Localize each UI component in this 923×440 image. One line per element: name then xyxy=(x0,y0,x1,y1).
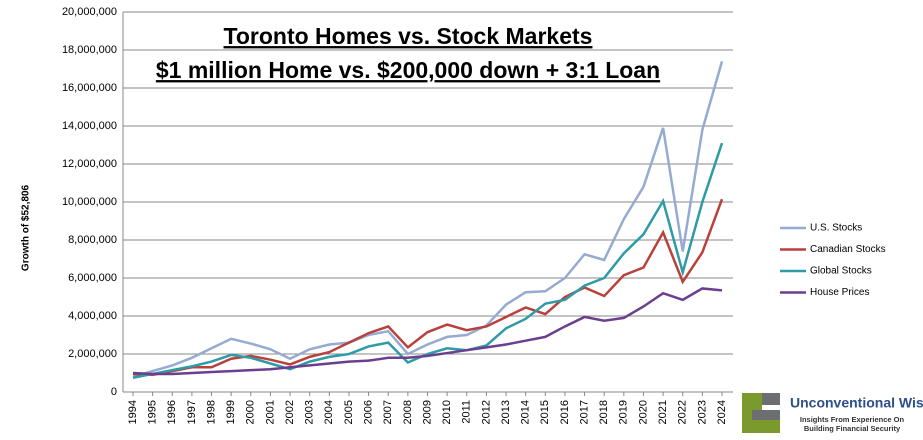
y-tick-label: 4,000,000 xyxy=(68,310,117,322)
y-tick-label: 8,000,000 xyxy=(68,234,117,246)
y-tick-label: 20,000,000 xyxy=(62,6,117,18)
x-tick-label: 2021 xyxy=(657,400,669,424)
logo-name: Unconventional Wisdom xyxy=(790,395,923,411)
x-tick-label: 2004 xyxy=(323,400,335,424)
line-series xyxy=(132,198,724,377)
x-tick-label: 1995 xyxy=(147,400,159,424)
x-tick-label: 2007 xyxy=(382,400,394,424)
y-tick-label: 10,000,000 xyxy=(62,196,117,208)
y-tick-label: 12,000,000 xyxy=(62,158,117,170)
y-tick-label: 2,000,000 xyxy=(68,348,117,360)
x-tick-label: 2012 xyxy=(480,400,492,424)
x-tick-label: 2011 xyxy=(461,400,473,424)
chart-title: Toronto Homes vs. Stock Markets xyxy=(224,23,593,49)
x-tick-label: 2014 xyxy=(520,400,532,424)
x-tick-label: 2016 xyxy=(559,400,571,424)
x-tick-label: 1994 xyxy=(127,400,139,424)
y-tick-label: 16,000,000 xyxy=(62,82,117,94)
x-tick-label: 2015 xyxy=(539,400,551,424)
logo-icon xyxy=(742,393,780,433)
x-tick-label: 2008 xyxy=(402,400,414,424)
y-tick-label: 6,000,000 xyxy=(68,272,117,284)
x-tick-label: 2024 xyxy=(716,400,728,424)
x-tick-label: 2018 xyxy=(598,400,610,424)
x-tick-label: 2013 xyxy=(500,400,512,424)
x-tick-label: 2022 xyxy=(677,400,689,424)
y-axis-label: Growth of $52,806 xyxy=(21,184,32,271)
x-tick-label: 2019 xyxy=(618,400,630,424)
line-series xyxy=(132,61,724,379)
x-tick-label: 2009 xyxy=(421,400,433,424)
x-tick-label: 1996 xyxy=(166,400,178,424)
x-tick-label: 2001 xyxy=(264,400,276,424)
legend-label: Canadian Stocks xyxy=(810,244,886,255)
x-tick-label: 2000 xyxy=(245,400,257,424)
legend-label: House Prices xyxy=(810,287,869,298)
y-tick-label: 18,000,000 xyxy=(62,44,117,56)
x-tick-label: 2020 xyxy=(637,400,649,424)
x-tick-label: 2002 xyxy=(284,400,296,424)
x-tick-label: 1999 xyxy=(225,400,237,424)
x-tick-label: 2005 xyxy=(343,400,355,424)
y-tick-label: 0 xyxy=(111,386,117,398)
x-tick-label: 1998 xyxy=(205,400,217,424)
x-tick-label: 2003 xyxy=(304,400,316,424)
chart-subtitle: $1 million Home vs. $200,000 down + 3:1 … xyxy=(156,57,660,83)
x-tick-label: 2017 xyxy=(578,400,590,424)
line-series xyxy=(132,142,724,379)
logo-tagline: Insights From Experience On Building Fin… xyxy=(799,415,905,433)
legend-label: Global Stocks xyxy=(810,266,872,277)
x-tick-label: 2006 xyxy=(363,400,375,424)
legend-label: U.S. Stocks xyxy=(810,223,862,234)
x-tick-label: 1997 xyxy=(186,400,198,424)
x-tick-label: 2010 xyxy=(441,400,453,424)
x-tick-label: 2023 xyxy=(696,400,708,424)
y-tick-label: 14,000,000 xyxy=(62,120,117,132)
line-series xyxy=(132,287,723,376)
